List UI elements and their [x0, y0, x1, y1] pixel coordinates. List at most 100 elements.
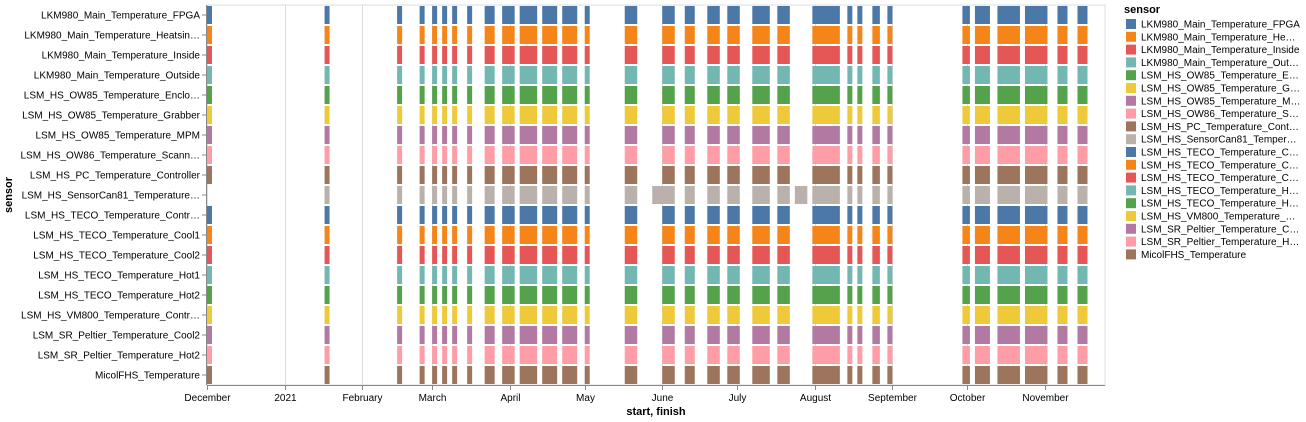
bar-mark — [467, 46, 473, 64]
bar-mark — [484, 286, 495, 304]
bar-mark — [397, 146, 403, 164]
bar-mark — [484, 206, 495, 224]
bar-mark — [812, 306, 840, 324]
bar-mark — [542, 26, 558, 44]
bar-mark — [484, 186, 495, 204]
legend-swatch — [1126, 147, 1136, 157]
bar-mark — [624, 326, 638, 344]
y-tick-label: MicolFHS_Temperature — [95, 371, 200, 382]
bar-mark — [872, 126, 880, 144]
bar-mark — [857, 226, 863, 244]
bar-mark — [997, 6, 1020, 24]
bar-mark — [707, 306, 720, 324]
bar-mark — [727, 106, 740, 124]
bar-mark — [442, 86, 448, 104]
bar-mark — [727, 326, 740, 344]
bar-mark — [707, 346, 720, 364]
bar-mark — [542, 346, 558, 364]
bar-mark — [562, 226, 578, 244]
bar-mark — [542, 146, 558, 164]
bar-mark — [324, 206, 330, 224]
bar-mark — [974, 186, 990, 204]
bar-mark — [1077, 266, 1088, 284]
bar-mark — [812, 286, 840, 304]
bar-mark — [1057, 206, 1068, 224]
bar-mark — [752, 266, 770, 284]
bar-mark — [887, 26, 893, 44]
bar-mark — [442, 366, 448, 384]
bar-mark — [857, 106, 863, 124]
bar-mark — [432, 206, 438, 224]
x-tick-label: August — [800, 393, 831, 404]
bar-mark — [1057, 166, 1068, 184]
bar-mark — [777, 266, 790, 284]
legend-label: LSM_HS_TECO_Temperature_H… — [1141, 186, 1299, 197]
bar-mark — [707, 226, 720, 244]
bar-mark — [707, 26, 720, 44]
bar-mark — [442, 66, 448, 84]
bar-mark — [727, 146, 740, 164]
bar-mark — [432, 246, 438, 264]
bar-mark — [467, 306, 473, 324]
bar-mark — [662, 66, 675, 84]
bar-mark — [442, 226, 448, 244]
bar-mark — [1024, 26, 1048, 44]
bar-mark — [502, 86, 515, 104]
bar-mark — [662, 146, 675, 164]
bar-mark — [1077, 66, 1088, 84]
legend-label: LKM980_Main_Temperature_He… — [1141, 32, 1296, 43]
bar-mark — [684, 226, 695, 244]
y-tick-label: LSM_HS_OW86_Temperature_Scann… — [20, 151, 200, 162]
bar-mark — [847, 126, 853, 144]
bar-mark — [432, 226, 438, 244]
bar-mark — [519, 346, 538, 364]
bar-mark — [962, 126, 970, 144]
bar-mark — [502, 126, 515, 144]
bar-mark — [997, 206, 1020, 224]
bar-mark — [419, 266, 425, 284]
bar-mark — [397, 186, 403, 204]
bar-mark — [727, 366, 740, 384]
bar-mark — [962, 166, 970, 184]
bar-mark — [584, 66, 590, 84]
bar-mark — [432, 126, 438, 144]
x-tick-label: November — [1022, 393, 1069, 404]
bar-mark — [207, 266, 212, 284]
bar-mark — [887, 286, 893, 304]
legend-swatch — [1126, 236, 1136, 247]
bar-mark — [624, 306, 638, 324]
legend-label: LKM980_Main_Temperature_FPGA — [1141, 20, 1300, 31]
bar-mark — [397, 106, 403, 124]
bar-mark — [997, 106, 1020, 124]
bar-mark — [624, 6, 638, 24]
bar-mark — [452, 286, 458, 304]
bar-mark — [484, 266, 495, 284]
bar-mark — [484, 306, 495, 324]
bar-mark — [1077, 166, 1088, 184]
bar-mark — [962, 366, 970, 384]
bar-mark — [419, 366, 425, 384]
y-tick-label: LSM_HS_TECO_Temperature_Cool1 — [33, 231, 200, 242]
bar-mark — [962, 26, 970, 44]
bar-mark — [847, 226, 853, 244]
bar-mark — [662, 306, 675, 324]
bar-mark — [442, 26, 448, 44]
bar-mark — [519, 126, 538, 144]
bar-mark — [812, 126, 840, 144]
bar-mark — [542, 106, 558, 124]
bar-mark — [812, 46, 840, 64]
bar-mark — [847, 166, 853, 184]
bar-mark — [484, 106, 495, 124]
bar-mark — [1057, 246, 1068, 264]
bar-mark — [997, 126, 1020, 144]
bar-mark — [684, 146, 695, 164]
bar-mark — [974, 366, 990, 384]
bar-mark — [397, 166, 403, 184]
bar-mark — [1077, 106, 1088, 124]
bar-mark — [662, 46, 675, 64]
bar-mark — [542, 226, 558, 244]
bar-mark — [752, 146, 770, 164]
bar-mark — [624, 266, 638, 284]
bar-mark — [962, 106, 970, 124]
bar-mark — [624, 26, 638, 44]
